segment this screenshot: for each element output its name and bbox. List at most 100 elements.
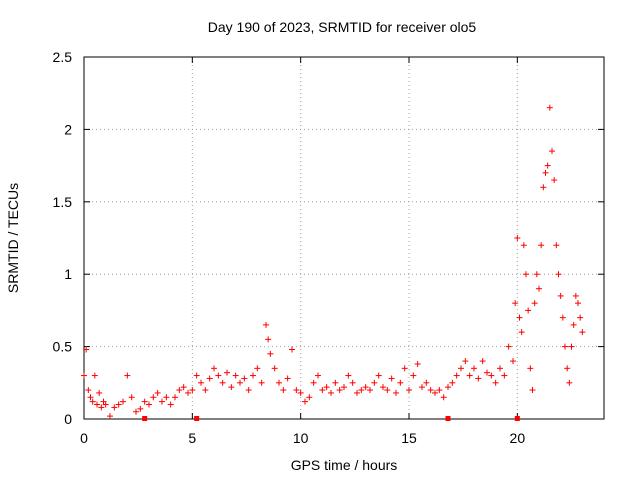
data-point (393, 389, 399, 396)
x-tick-label: 20 (510, 430, 526, 446)
data-point (289, 346, 295, 353)
data-point (159, 398, 165, 405)
data-point (466, 372, 473, 379)
data-point (449, 379, 456, 386)
x-axis: 0 5 10 15 20 (80, 57, 525, 446)
data-point (284, 375, 291, 382)
data-point (176, 387, 183, 394)
data-point (91, 372, 98, 379)
data-point (137, 405, 144, 412)
data-point (306, 394, 313, 401)
data-point (302, 398, 308, 405)
data-point (536, 285, 542, 292)
y-tick-label: 0.5 (53, 339, 73, 355)
data-point (128, 394, 135, 401)
data-point (120, 398, 126, 405)
y-tick-label: 1.5 (53, 194, 73, 210)
data-point (115, 401, 122, 408)
data-point (202, 387, 209, 394)
data-point (163, 394, 170, 401)
data-point (297, 389, 304, 396)
data-point (414, 360, 421, 367)
data-point (575, 300, 581, 307)
x-tick-label: 0 (80, 430, 88, 446)
data-point (254, 365, 261, 372)
data-point (514, 235, 521, 241)
data-point (107, 413, 113, 420)
data-point (154, 389, 161, 396)
data-point (241, 375, 248, 382)
data-point (98, 404, 105, 411)
data-point (512, 300, 519, 307)
plot-frame (83, 56, 605, 420)
data-point (267, 350, 274, 357)
data-point (540, 184, 547, 191)
data-point (345, 372, 352, 379)
data-point (172, 394, 178, 401)
data-point (280, 387, 287, 394)
data-point (579, 329, 586, 336)
y-axis-title: SRMTID / TECUs (5, 183, 21, 293)
data-point (371, 379, 378, 386)
data-point (577, 314, 584, 321)
data-point (310, 379, 317, 386)
data-point (111, 404, 118, 411)
data-point (549, 148, 555, 155)
grid (84, 57, 604, 419)
data-point (96, 389, 103, 396)
data-point (85, 387, 92, 394)
data-point (479, 358, 486, 365)
data-point (427, 387, 434, 394)
data-point (189, 387, 196, 394)
data-point (276, 379, 282, 386)
data-point (211, 365, 217, 372)
bottom-marker (194, 416, 200, 421)
data-point (232, 372, 239, 379)
data-point (497, 365, 503, 372)
bottom-marker (514, 416, 520, 421)
data-point (566, 379, 573, 386)
data-point (124, 372, 131, 379)
data-point (423, 379, 430, 386)
data-point (133, 408, 139, 415)
data-point (328, 389, 334, 396)
data-point (141, 398, 148, 405)
data-point (271, 365, 278, 372)
data-point (293, 387, 300, 394)
data-point (384, 387, 391, 394)
data-point (219, 379, 226, 386)
x-axis-title: GPS time / hours (291, 457, 398, 473)
data-point (358, 387, 365, 394)
data-point (484, 369, 490, 376)
data-point (89, 398, 96, 405)
data-point (501, 372, 508, 379)
data-point (488, 372, 495, 379)
data-point (572, 292, 579, 299)
data-point (323, 384, 330, 391)
data-point (570, 321, 577, 328)
data-point (83, 346, 90, 353)
data-series (81, 104, 586, 420)
x-tick-label: 5 (188, 430, 196, 446)
data-point (185, 389, 191, 396)
data-point (341, 384, 347, 391)
data-point (462, 358, 469, 365)
data-point (510, 358, 516, 365)
data-point (516, 314, 523, 321)
data-point (551, 177, 558, 184)
y-tick-label: 2 (64, 121, 72, 137)
y-tick-label: 2.5 (53, 49, 73, 65)
bottom-markers (142, 416, 520, 421)
data-point (562, 343, 568, 350)
data-point (258, 379, 265, 386)
data-point (263, 321, 269, 328)
data-point (406, 387, 412, 394)
data-point (518, 329, 525, 336)
data-point (553, 242, 560, 249)
data-point (475, 375, 482, 382)
data-point (380, 384, 386, 391)
y-axis: 0 0.5 1 1.5 2 2.5 (53, 49, 604, 427)
data-point (527, 365, 534, 372)
data-point (265, 336, 272, 343)
